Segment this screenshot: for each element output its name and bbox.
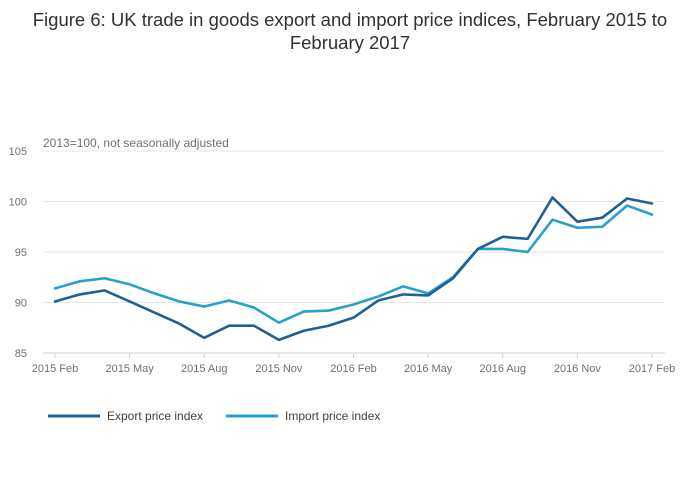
y-tick-label-105: 105: [9, 146, 27, 158]
series-line-import-price-index: [53, 204, 654, 325]
x-tick-label-2016-feb: 2016 Feb: [330, 363, 376, 375]
y-tick-label-100: 100: [9, 197, 27, 209]
y-tick-label-85: 85: [15, 348, 27, 360]
x-tick-label-2016-may: 2016 May: [404, 363, 453, 375]
y-tick-label-90: 90: [15, 298, 27, 310]
x-tick-label-2016-aug: 2016 Aug: [480, 363, 527, 375]
labels: 85 90 95 100 105 2015 Feb 2015 May 2015 Aug 2015…: [9, 136, 676, 375]
y-tick-label-95: 95: [15, 247, 27, 259]
axes: [43, 352, 665, 358]
series: [53, 196, 654, 342]
chart-title: Figure 6: UK trade in goods export and i…: [32, 9, 668, 53]
x-tick-label-2015-may: 2015 May: [105, 363, 154, 375]
x-tick-label-2017-feb: 2017 Feb: [629, 363, 675, 375]
x-tick-label-2016-nov: 2016 Nov: [554, 363, 602, 375]
legend: Export price index Import price index: [48, 409, 380, 423]
x-tick-label-2015-aug: 2015 Aug: [181, 363, 228, 375]
series-line-export-price-index: [53, 196, 654, 342]
legend-label-export-price-index: Export price index: [107, 409, 203, 423]
chart-subtitle: 2013=100, not seasonally adjusted: [43, 136, 229, 150]
gridlines: [43, 150, 665, 303]
x-tick-label-2015-feb: 2015 Feb: [32, 363, 78, 375]
legend-label-import-price-index: Import price index: [285, 409, 380, 423]
x-tick-label-2015-nov: 2015 Nov: [255, 363, 303, 375]
